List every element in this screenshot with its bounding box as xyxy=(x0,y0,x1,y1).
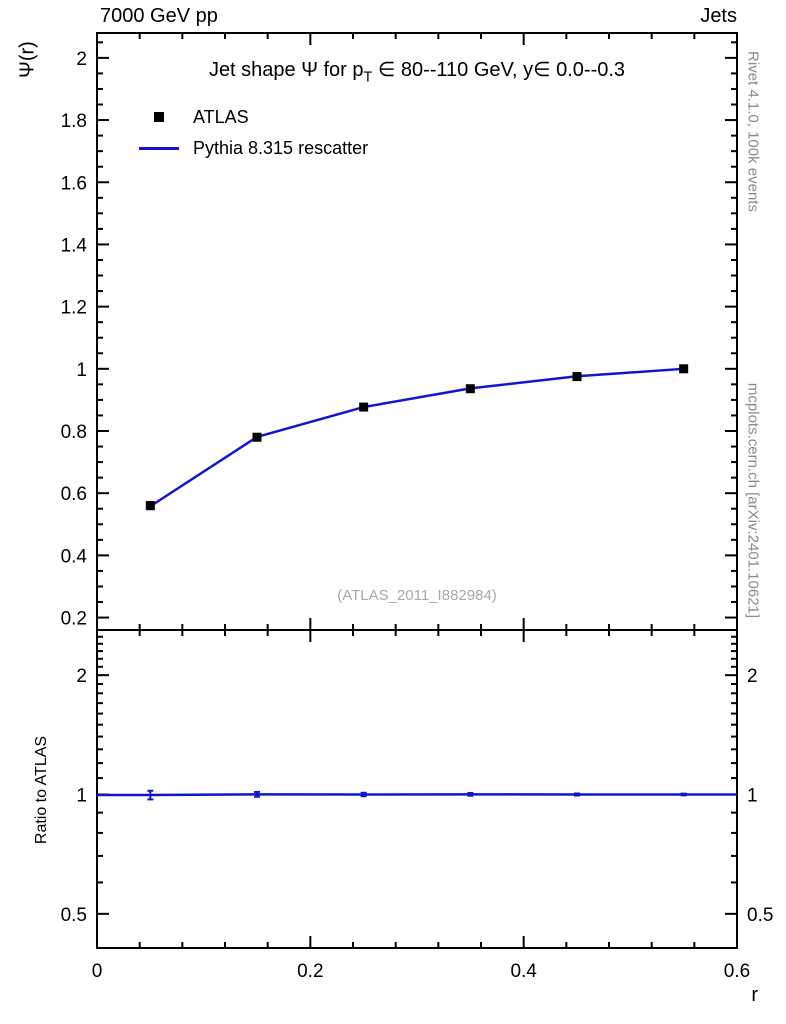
legend-item-atlas: ATLAS xyxy=(133,106,368,128)
plot-title-post: ∈ 80--110 GeV, y∈ 0.0--0.3 xyxy=(372,59,626,81)
x-tick-label: 0.2 xyxy=(297,961,323,982)
x-tick-label: 0 xyxy=(92,961,103,982)
ratio-line xyxy=(97,793,737,797)
ratio-panel-frame xyxy=(96,629,738,949)
pythia-line-icon xyxy=(139,146,179,150)
y-tick-label: 1.8 xyxy=(61,111,87,132)
y-tick-label: 0.5 xyxy=(747,905,773,926)
x-axis-label: r xyxy=(751,984,758,1006)
main-y-axis-label: Ψ(r) xyxy=(16,41,39,78)
y-tick-label: 2 xyxy=(76,666,87,687)
atlas-data-point xyxy=(359,402,369,412)
y-tick-label: 1 xyxy=(76,786,87,807)
y-tick-label: 1.2 xyxy=(61,298,87,319)
legend-marker-cell xyxy=(133,146,185,150)
y-tick-label: 0.6 xyxy=(61,484,87,505)
atlas-data-point xyxy=(252,432,262,442)
rivet-version-note: Rivet 4.1.0, 100k events xyxy=(744,51,762,212)
atlas-data-point xyxy=(465,384,475,394)
atlas-data-point xyxy=(145,501,155,511)
y-tick-label: 2 xyxy=(76,49,87,70)
plot-title: Jet shape Ψ for pT ∈ 80--110 GeV, y∈ 0.0… xyxy=(97,57,737,85)
y-tick-label: 1 xyxy=(747,786,758,807)
legend: ATLAS Pythia 8.315 rescatter xyxy=(133,106,368,159)
y-tick-label: 0.8 xyxy=(61,422,87,443)
atlas-data-point xyxy=(679,364,689,374)
y-tick-label: 2 xyxy=(747,666,758,687)
x-tick-label: 0.6 xyxy=(724,961,750,982)
y-tick-label: 0.2 xyxy=(61,609,87,630)
plot-title-subscript: T xyxy=(363,69,373,86)
legend-label-pythia: Pythia 8.315 rescatter xyxy=(193,137,369,158)
y-tick-label: 1.6 xyxy=(61,173,87,194)
legend-label-atlas: ATLAS xyxy=(193,106,249,127)
pythia-line xyxy=(149,367,684,508)
y-tick-label: 1.4 xyxy=(61,235,88,256)
y-tick-label: 0.5 xyxy=(61,905,87,926)
legend-marker-cell xyxy=(133,112,185,122)
x-tick-label: 0.4 xyxy=(510,961,537,982)
legend-item-pythia: Pythia 8.315 rescatter xyxy=(133,137,368,159)
analysis-group-label: Jets xyxy=(700,5,737,27)
plot-title-pre: Jet shape Ψ for p xyxy=(208,59,364,81)
atlas-marker-icon xyxy=(154,112,164,122)
y-tick-label: 1 xyxy=(76,360,87,381)
y-tick-label: 0.4 xyxy=(61,546,88,567)
ratio-y-axis-label: Ratio to ATLAS xyxy=(33,735,50,845)
analysis-id-watermark: (ATLAS_2011_I882984) xyxy=(337,587,497,604)
atlas-data-point xyxy=(572,372,582,382)
beam-energy-label: 7000 GeV pp xyxy=(100,5,218,27)
mcplots-reference-note: mcplots.cern.ch [arXiv:2401.10621] xyxy=(744,382,762,619)
